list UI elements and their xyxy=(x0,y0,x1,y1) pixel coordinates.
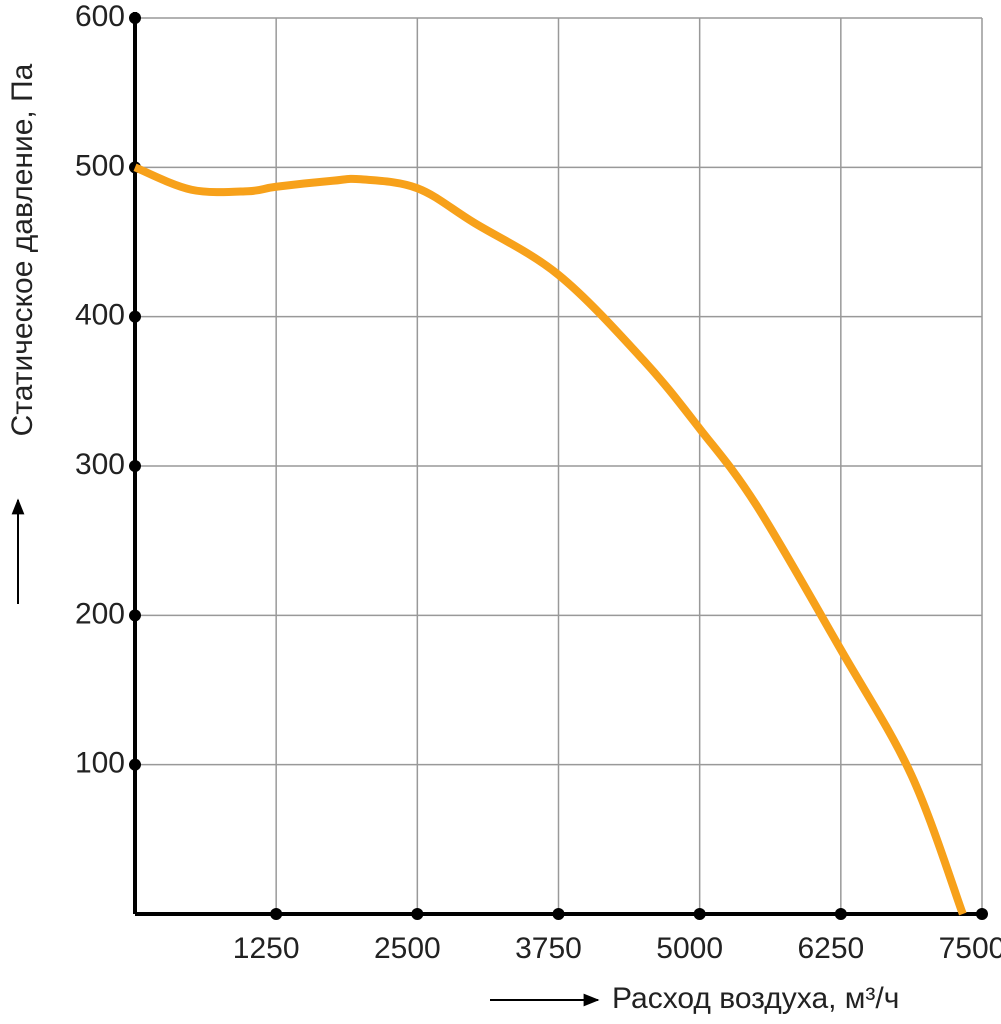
x-tick-mark xyxy=(693,908,706,920)
ticks xyxy=(129,12,988,920)
x-tick-mark xyxy=(552,908,565,920)
y-tick-label: 200 xyxy=(75,597,125,630)
x-tick-label: 6250 xyxy=(797,932,864,965)
y-tick-mark xyxy=(129,12,141,24)
y-tick-label: 300 xyxy=(75,448,125,481)
y-tick-mark xyxy=(129,310,141,323)
x-tick-label: 5000 xyxy=(656,932,723,965)
y-axis-label: Статическое давление, Па xyxy=(6,63,39,436)
y-tick-label: 100 xyxy=(75,747,125,780)
x-tick-label: 2500 xyxy=(374,932,441,965)
y-tick-label: 600 xyxy=(75,0,125,33)
y-tick-label: 400 xyxy=(75,299,125,332)
x-tick-mark xyxy=(834,908,847,920)
y-tick-mark xyxy=(129,460,141,472)
x-tick-mark xyxy=(976,908,988,920)
x-tick-mark xyxy=(411,908,424,920)
curve xyxy=(133,163,967,916)
grid xyxy=(135,17,983,914)
x-tick-label: 1250 xyxy=(233,932,300,965)
x-tick-label: 3750 xyxy=(515,932,582,965)
y-tick-mark xyxy=(129,609,141,622)
x-axis-label: Расход воздуха, м³/ч xyxy=(612,982,899,1015)
y-tick-mark xyxy=(129,758,141,771)
x-tick-mark xyxy=(270,908,283,920)
y-tick-label: 500 xyxy=(75,149,125,182)
x-tick-label: 7500 xyxy=(939,932,1001,965)
